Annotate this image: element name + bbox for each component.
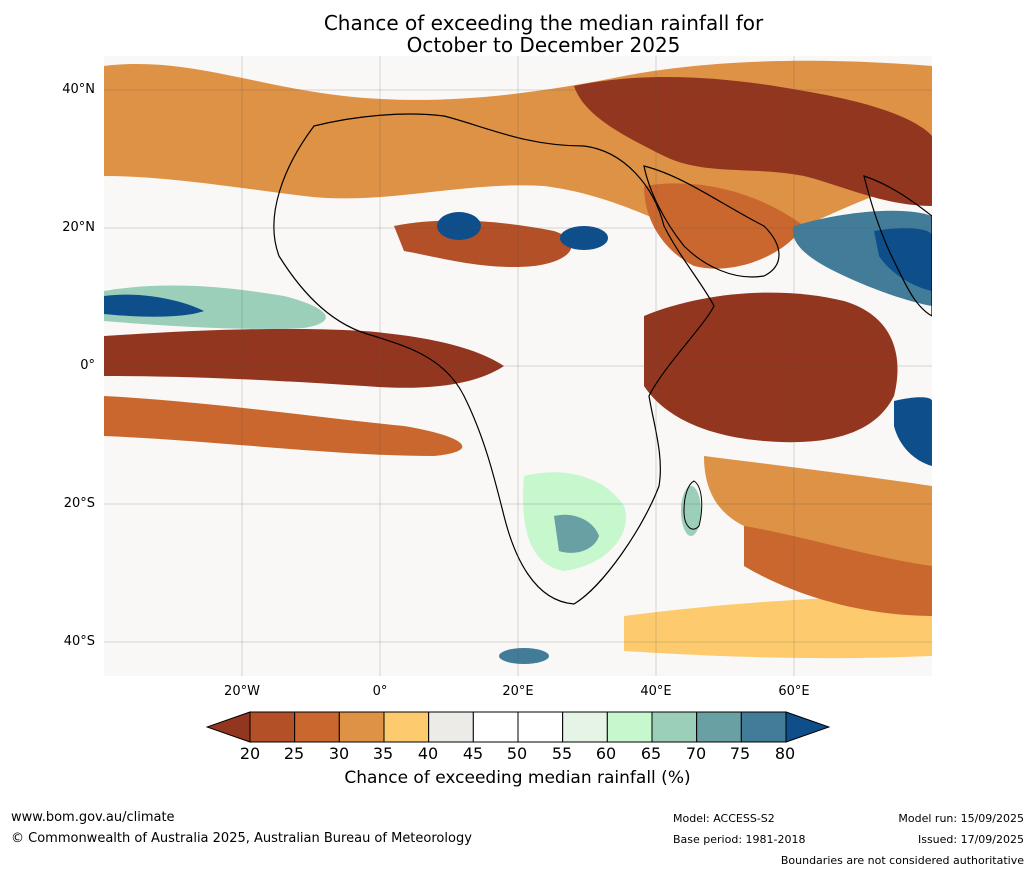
madagascar-coastline bbox=[683, 480, 703, 530]
colorbar-under-arrow bbox=[206, 711, 251, 743]
graticule bbox=[104, 56, 932, 676]
colorbar-cell bbox=[383, 711, 430, 743]
colorbar-cell bbox=[294, 711, 340, 743]
colorbar-tick-50: 50 bbox=[506, 744, 528, 763]
colorbar-cell bbox=[249, 711, 296, 743]
very-dry-middle-east bbox=[574, 76, 932, 206]
model-name: Model: ACCESS-S2 bbox=[673, 812, 775, 825]
colorbar-tick-65: 65 bbox=[640, 744, 662, 763]
colorbar-tick-80: 80 bbox=[774, 744, 796, 763]
map-title-line-2: October to December 2025 bbox=[406, 33, 681, 57]
colorbar-tick-40: 40 bbox=[417, 744, 439, 763]
lon-label-60e: 60°E bbox=[778, 684, 810, 699]
wet-band-atlantic bbox=[104, 285, 326, 329]
lon-label-40e: 40°E bbox=[640, 684, 672, 699]
colorbar-tick-25: 25 bbox=[283, 744, 305, 763]
lon-label-20w: 20°W bbox=[224, 684, 260, 699]
colorbar-tick-20: 20 bbox=[239, 744, 261, 763]
colorbar-cell bbox=[472, 711, 519, 743]
wet-patch-sahara-east bbox=[560, 226, 608, 250]
colorbar-tick-70: 70 bbox=[685, 744, 707, 763]
very-wet-india-east bbox=[874, 228, 932, 291]
wetter-southern-africa bbox=[554, 514, 599, 553]
colorbar-tick-35: 35 bbox=[372, 744, 394, 763]
colorbar-cell bbox=[562, 711, 608, 743]
dry-streaks-south bbox=[624, 596, 932, 659]
dry-halo-indian-ocean bbox=[704, 456, 932, 576]
colorbar-cell bbox=[428, 711, 474, 743]
model-run-date: Model run: 15/09/2025 bbox=[898, 812, 1024, 825]
wet-patch-sahara-west bbox=[437, 212, 481, 240]
lat-label-20s: 20°S bbox=[63, 496, 95, 511]
colorbar-title: Chance of exceeding median rainfall (%) bbox=[344, 768, 691, 788]
very-wet-indian-ocean-east bbox=[894, 397, 932, 466]
lon-label-20e: 20°E bbox=[502, 684, 534, 699]
boundaries-disclaimer: Boundaries are not considered authoritat… bbox=[780, 854, 1024, 867]
colorbar-tick-30: 30 bbox=[328, 744, 350, 763]
colorbar-over-arrow bbox=[785, 711, 830, 743]
colorbar-cell bbox=[740, 711, 787, 743]
arabia-coastline bbox=[643, 165, 780, 278]
lon-label-0: 0° bbox=[372, 684, 388, 699]
issued-date: Issued: 17/09/2025 bbox=[917, 833, 1024, 846]
colorbar-cell bbox=[651, 711, 698, 743]
very-wet-atlantic bbox=[104, 294, 204, 317]
colorbar-tick-45: 45 bbox=[462, 744, 484, 763]
lat-label-40n: 40°N bbox=[62, 82, 95, 97]
colorbar-tick-60: 60 bbox=[595, 744, 617, 763]
dry-south-east bbox=[744, 526, 932, 616]
very-dry-indian-ocean bbox=[644, 292, 898, 443]
colorbar bbox=[206, 711, 830, 743]
dry-band-south-atlantic bbox=[104, 396, 463, 456]
colorbar-cell bbox=[338, 711, 385, 743]
colorbar-cell bbox=[696, 711, 742, 743]
rainfall-probability-map bbox=[104, 56, 932, 676]
dry-arabian-sea-north bbox=[644, 183, 804, 269]
colorbar-tick-55: 55 bbox=[551, 744, 573, 763]
map-title-line-1: Chance of exceeding the median rainfall … bbox=[323, 11, 764, 35]
india-coastline bbox=[863, 175, 932, 317]
lat-label-40s: 40°S bbox=[63, 634, 95, 649]
lat-label-20n: 20°N bbox=[62, 220, 95, 235]
africa-coastline bbox=[273, 113, 715, 605]
colorbar-cell bbox=[606, 711, 653, 743]
copyright-text: © Commonwealth of Australia 2025, Austra… bbox=[11, 831, 472, 846]
colorbar-cell bbox=[517, 711, 564, 743]
map-svg bbox=[104, 56, 932, 676]
lat-label-equator: 0° bbox=[80, 358, 95, 373]
wet-patch-southern-ocean bbox=[499, 648, 549, 664]
dry-sahel-band bbox=[394, 220, 572, 268]
website-link[interactable]: www.bom.gov.au/climate bbox=[11, 810, 175, 825]
dry-tongue-equatorial-atlantic bbox=[104, 328, 504, 388]
base-period: Base period: 1981-2018 bbox=[673, 833, 806, 846]
colorbar-tick-75: 75 bbox=[729, 744, 751, 763]
